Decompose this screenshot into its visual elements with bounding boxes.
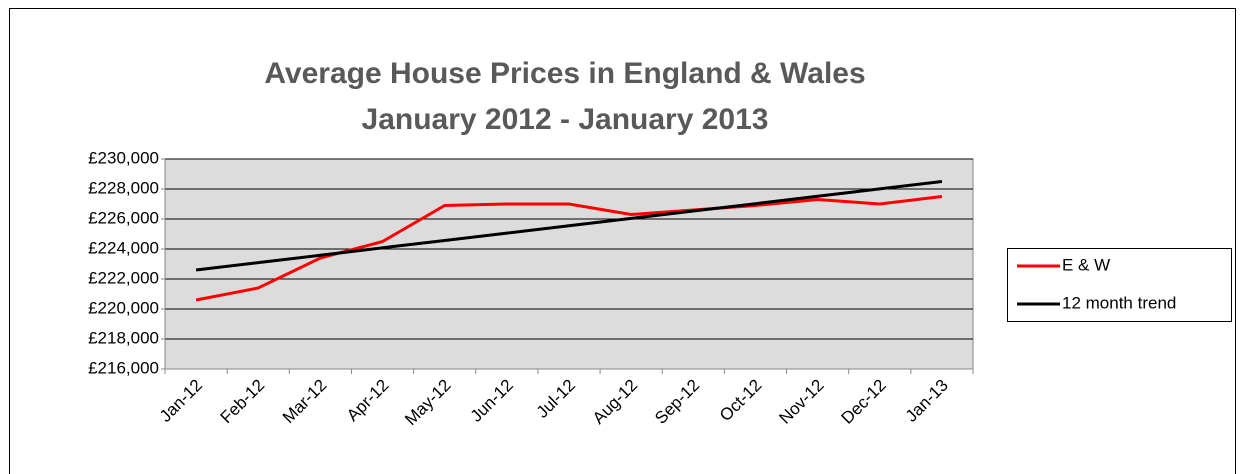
y-tick-label: £226,000 bbox=[88, 208, 159, 227]
y-tick-label: £222,000 bbox=[88, 268, 159, 287]
chart-title: Average House Prices in England & Wales bbox=[264, 57, 865, 90]
y-tick-label: £230,000 bbox=[88, 148, 159, 167]
y-tick-label: £228,000 bbox=[88, 178, 159, 197]
y-tick-label: £220,000 bbox=[88, 298, 159, 317]
line-series bbox=[195, 180, 943, 272]
legend-label: 12 month trend bbox=[1062, 293, 1176, 312]
plot-area bbox=[164, 158, 974, 370]
legend-label: E & W bbox=[1062, 255, 1110, 274]
legend-box bbox=[1007, 248, 1232, 322]
y-tick-label: £218,000 bbox=[88, 328, 159, 347]
line-series bbox=[195, 195, 943, 302]
y-tick-label: £224,000 bbox=[88, 238, 159, 257]
y-tick-label: £216,000 bbox=[88, 358, 159, 377]
chart-subtitle: January 2012 - January 2013 bbox=[362, 103, 769, 136]
